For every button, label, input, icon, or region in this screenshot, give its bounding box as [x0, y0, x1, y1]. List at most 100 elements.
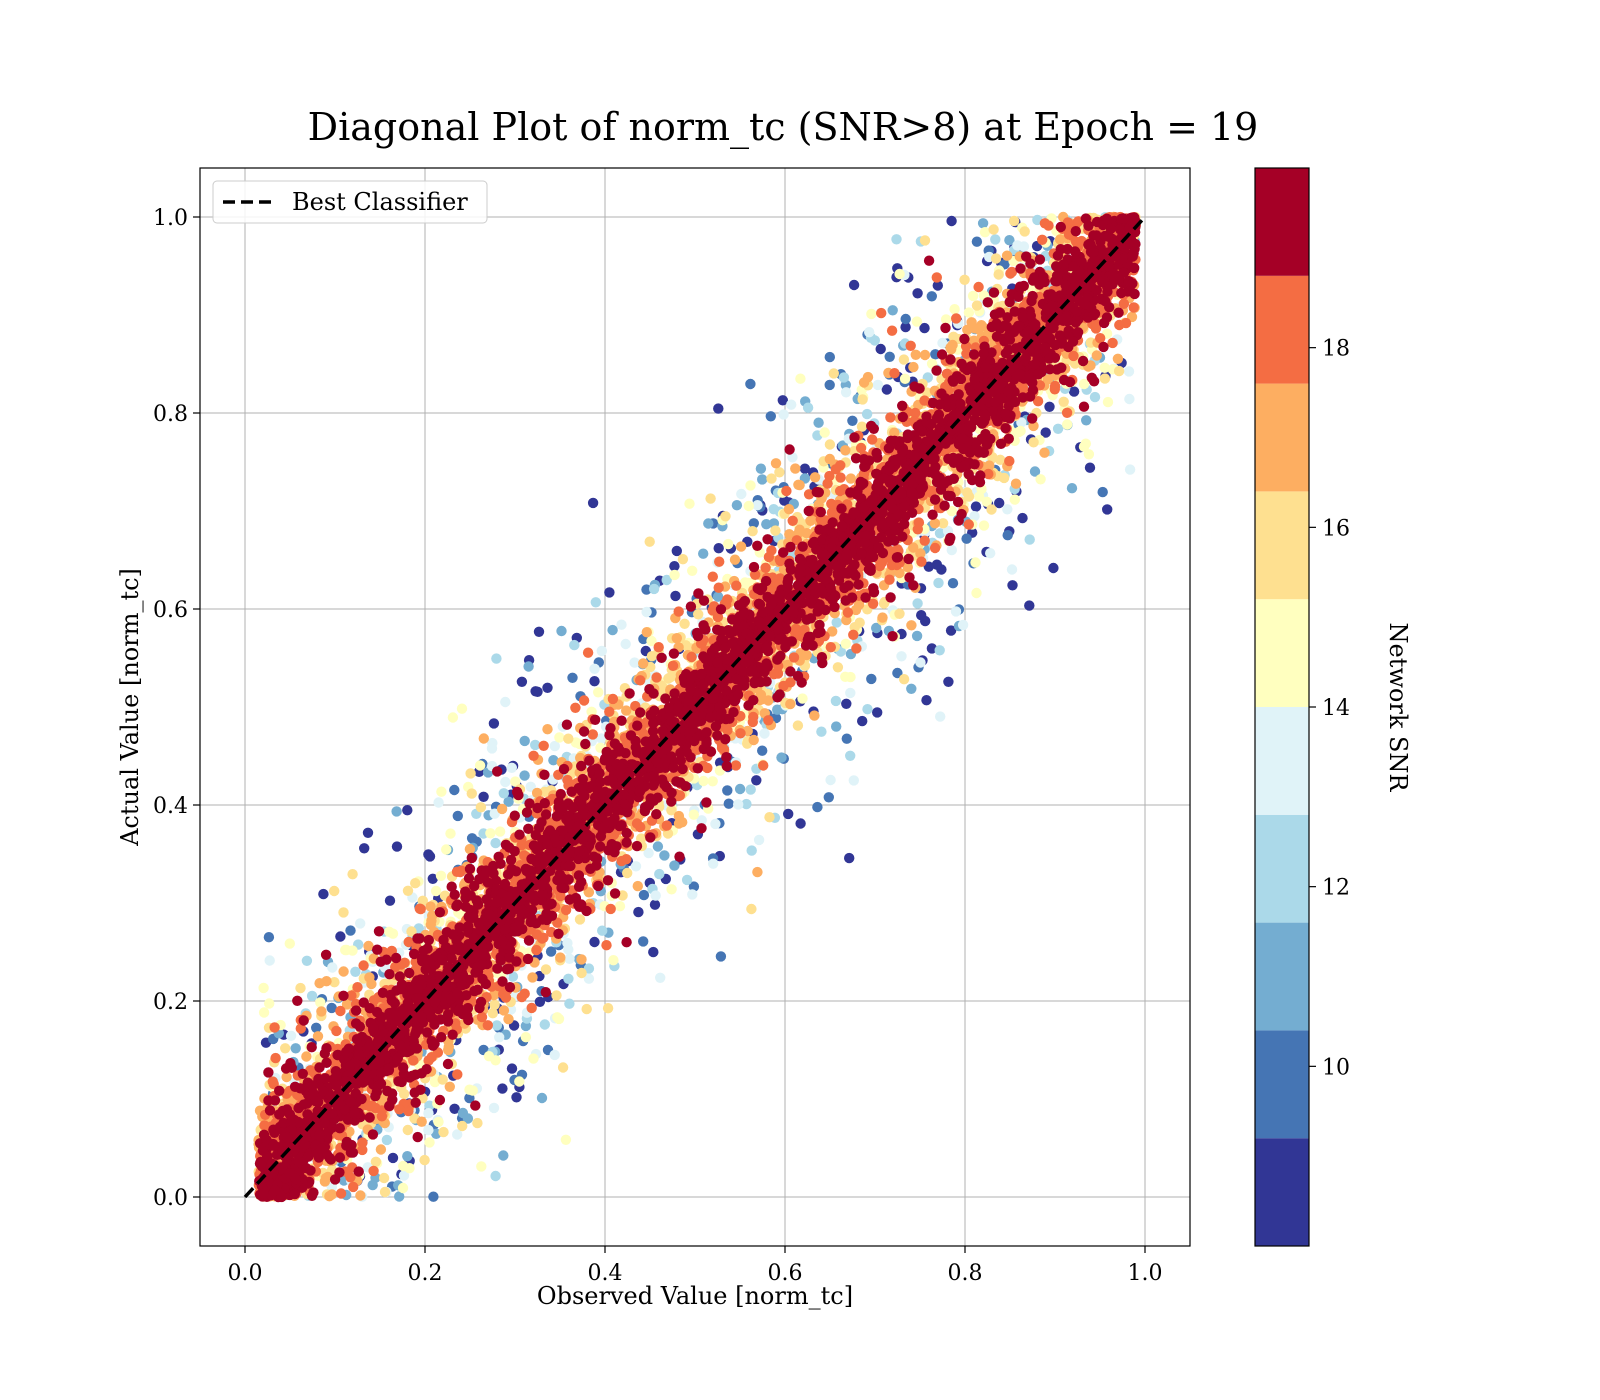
data-point	[884, 351, 895, 362]
data-point	[510, 776, 521, 787]
data-point	[993, 269, 1004, 280]
data-point	[391, 841, 403, 852]
data-point	[755, 463, 767, 474]
data-point	[1040, 427, 1051, 438]
data-point	[693, 609, 704, 620]
data-point	[845, 687, 856, 699]
data-point	[553, 1013, 565, 1025]
data-point	[549, 1049, 560, 1061]
data-point	[926, 643, 938, 654]
data-point	[319, 1176, 331, 1187]
data-point	[869, 335, 880, 346]
data-point	[301, 955, 313, 966]
data-point	[581, 1003, 592, 1015]
data-point	[793, 479, 804, 490]
data-point	[911, 630, 923, 642]
data-point	[946, 505, 957, 517]
data-point	[539, 786, 550, 797]
data-point	[574, 914, 586, 925]
data-point	[947, 578, 959, 589]
data-point	[898, 674, 910, 685]
data-point	[799, 463, 811, 474]
data-point	[932, 280, 943, 291]
data-point	[614, 901, 626, 912]
data-point	[945, 625, 957, 636]
data-point	[452, 1129, 463, 1140]
data-point	[457, 1120, 468, 1132]
data-point	[797, 693, 808, 704]
data-point	[802, 402, 814, 413]
data-point	[425, 901, 436, 912]
data-point	[576, 954, 587, 965]
data-point	[498, 1005, 510, 1016]
chart-title: Diagonal Plot of norm_tc (SNR>8) at Epoc…	[308, 105, 1259, 150]
data-point	[514, 1076, 525, 1087]
data-point	[845, 671, 856, 683]
data-point	[329, 977, 340, 988]
data-point	[562, 937, 573, 949]
data-point	[338, 907, 349, 918]
data-point	[687, 565, 698, 576]
data-point	[666, 884, 677, 895]
data-point	[768, 504, 779, 515]
data-point	[816, 726, 827, 737]
data-point	[919, 349, 931, 361]
data-point	[671, 633, 682, 644]
data-point	[335, 1188, 347, 1199]
data-point	[496, 803, 508, 815]
data-point	[790, 463, 801, 474]
data-point	[643, 847, 654, 859]
data-point	[650, 890, 661, 901]
data-point	[713, 543, 724, 554]
data-point	[824, 453, 835, 465]
data-point	[720, 511, 731, 522]
data-point	[698, 775, 709, 787]
data-point	[739, 577, 751, 588]
data-point	[363, 940, 374, 952]
data-point	[978, 520, 990, 531]
data-point	[900, 313, 911, 325]
data-point	[902, 562, 913, 573]
data-point	[819, 427, 830, 438]
data-point	[969, 511, 980, 522]
data-point	[311, 1022, 322, 1033]
data-point	[426, 1052, 437, 1063]
data-point	[478, 791, 489, 802]
data-point	[745, 480, 756, 491]
data-point	[971, 587, 982, 599]
data-point	[1010, 478, 1022, 489]
data-point	[314, 978, 325, 989]
data-point	[397, 1182, 409, 1194]
data-point	[931, 559, 943, 570]
data-point	[638, 658, 649, 669]
data-point	[753, 834, 765, 846]
data-point	[733, 799, 744, 810]
data-point	[861, 408, 873, 420]
data-point	[290, 1043, 301, 1054]
data-point	[838, 372, 850, 383]
data-point	[1035, 474, 1046, 485]
data-point	[919, 235, 931, 246]
data-point	[428, 1191, 439, 1202]
data-point	[828, 368, 839, 379]
data-point	[934, 645, 945, 656]
data-point	[669, 860, 680, 871]
data-point	[919, 322, 930, 334]
data-point	[620, 638, 631, 650]
data-point	[490, 1055, 501, 1066]
data-point	[444, 1081, 455, 1093]
data-point	[569, 639, 580, 651]
data-point	[896, 651, 907, 662]
data-point	[848, 279, 860, 291]
data-point	[862, 704, 873, 715]
data-point	[327, 962, 338, 973]
data-point	[677, 817, 688, 828]
data-point	[1099, 362, 1110, 373]
data-point	[1039, 447, 1050, 458]
data-point	[1013, 427, 1024, 438]
data-point	[857, 715, 868, 727]
data-point	[416, 1116, 427, 1127]
data-point	[316, 1006, 327, 1017]
data-point	[894, 608, 905, 619]
data-point	[605, 903, 616, 915]
